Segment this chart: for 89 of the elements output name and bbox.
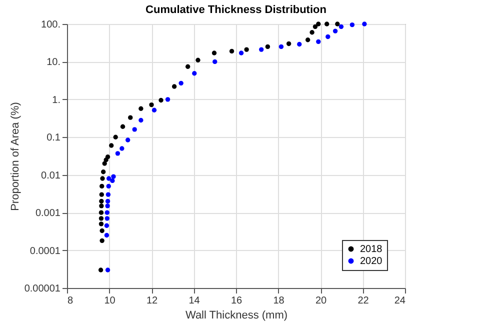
point — [125, 138, 130, 142]
point — [338, 24, 344, 29]
point — [100, 228, 104, 234]
point — [106, 176, 112, 181]
point — [138, 118, 144, 123]
point — [99, 192, 104, 197]
point — [105, 204, 110, 208]
point — [196, 58, 200, 62]
point — [120, 124, 126, 129]
point — [138, 106, 144, 111]
point — [278, 44, 284, 50]
x-tick-label: 18 — [273, 296, 285, 306]
point — [98, 268, 104, 272]
chart-title: Cumulative Thickness Distribution — [146, 4, 327, 16]
x-tick-label: 8 — [68, 296, 74, 306]
point — [102, 161, 107, 166]
point — [109, 143, 114, 148]
x-tick-label: 14 — [188, 296, 200, 306]
point — [110, 178, 115, 184]
y-tick-label: 0.0001 — [30, 246, 61, 257]
point — [105, 198, 110, 204]
point — [172, 84, 177, 89]
point — [316, 22, 321, 26]
x-tick-label: 12 — [146, 296, 158, 306]
point — [212, 59, 218, 64]
point — [326, 34, 330, 40]
point — [115, 151, 120, 156]
point — [350, 22, 355, 28]
y-tick-label: 0.00001 — [24, 284, 61, 294]
point — [335, 22, 340, 26]
point — [98, 210, 104, 215]
x-tick-label: 24 — [394, 296, 406, 306]
legend-label: 2018 — [360, 244, 383, 255]
y-tick-label: 0.01 — [41, 170, 61, 182]
point — [332, 28, 338, 34]
x-tick-label: 10 — [104, 296, 116, 306]
point — [100, 176, 105, 181]
point — [265, 44, 270, 50]
point — [99, 204, 104, 208]
point — [98, 222, 104, 226]
point — [105, 268, 110, 272]
point — [106, 184, 111, 189]
point — [104, 216, 110, 221]
point — [305, 38, 310, 42]
point — [158, 98, 164, 103]
point — [120, 146, 124, 151]
point — [185, 64, 190, 69]
point — [132, 127, 137, 132]
x-tick-label: 22 — [358, 296, 370, 306]
point — [362, 22, 367, 26]
point — [165, 97, 170, 102]
point — [310, 30, 314, 35]
y-tick-label: 0.001 — [35, 208, 61, 220]
point — [105, 154, 110, 160]
point — [286, 41, 292, 46]
legend-label: 2020 — [360, 256, 383, 267]
point — [106, 192, 111, 197]
point — [128, 115, 133, 120]
x-axis-title: Wall Thickness (mm) — [185, 310, 288, 322]
point — [238, 50, 244, 56]
point — [178, 80, 184, 86]
y-tick-label: 0.1 — [46, 132, 61, 144]
point — [100, 238, 104, 243]
x-tick-label: 16 — [230, 296, 242, 306]
point — [297, 42, 302, 47]
point — [99, 198, 104, 204]
point — [149, 102, 154, 108]
point — [104, 210, 110, 215]
point — [100, 184, 104, 189]
point — [111, 174, 116, 179]
point — [152, 108, 157, 112]
point — [229, 48, 234, 54]
y-tick-label: 100. — [41, 20, 60, 30]
point — [244, 47, 249, 52]
point — [104, 232, 110, 238]
y-axis-title: Proportion of Area (%) — [9, 102, 22, 211]
point — [100, 170, 106, 174]
point — [259, 47, 264, 52]
point — [192, 71, 197, 76]
y-tick-label: 10. — [46, 57, 60, 68]
x-tick-label: 20 — [315, 296, 327, 306]
point — [212, 50, 217, 56]
y-tick-label: 1. — [52, 94, 60, 106]
point — [324, 22, 330, 26]
point — [316, 39, 321, 44]
point — [312, 24, 318, 29]
point — [104, 223, 110, 228]
point — [98, 216, 104, 221]
point — [113, 134, 118, 140]
